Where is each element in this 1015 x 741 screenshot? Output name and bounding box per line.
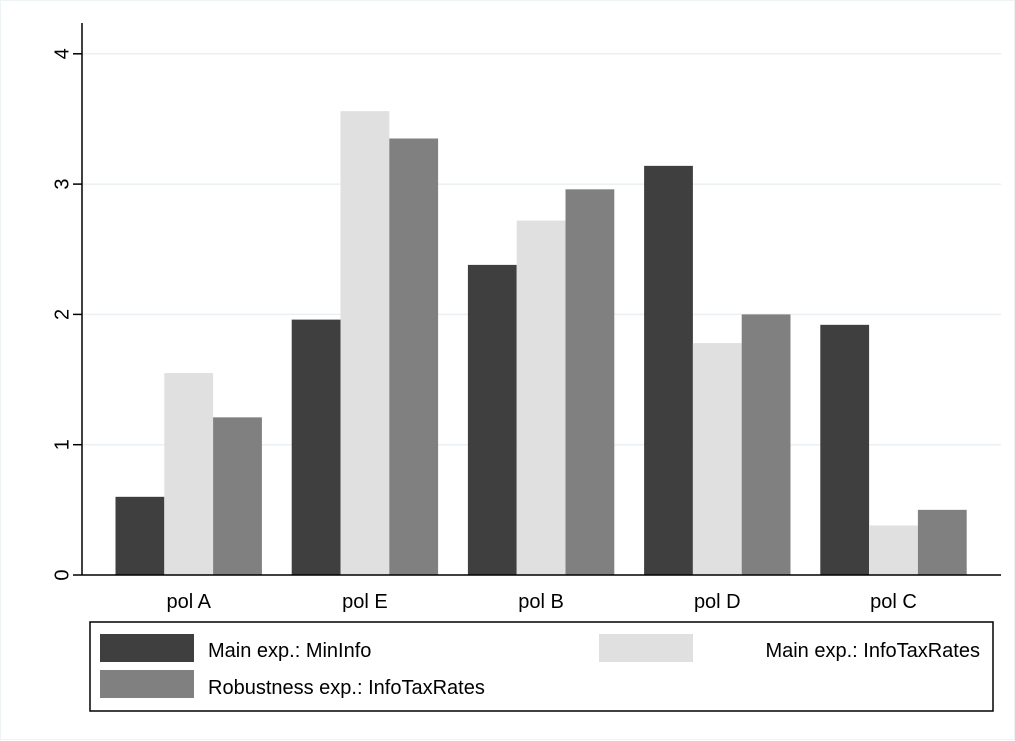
bar-pol-b-series-1 [467, 264, 517, 575]
bar-pol-e-series-3 [389, 138, 439, 575]
axes [73, 23, 1001, 576]
bar-pol-b-series-3 [565, 189, 615, 575]
bar-pol-e-series-1 [291, 319, 341, 575]
y-tick-label: 1 [51, 439, 73, 450]
x-tick-labels: pol A pol E pol B pol D pol C [166, 591, 916, 613]
bar-pol-d-series-1 [644, 165, 693, 575]
bar-pol-a-series-1 [115, 496, 165, 575]
bar-pol-c-series-1 [820, 324, 870, 575]
x-tick-label: pol B [518, 591, 564, 613]
bar-pol-a-series-3 [213, 417, 262, 575]
legend-box [89, 621, 994, 712]
legend-label: Main exp.: MinInfo [208, 640, 371, 662]
y-tick-label: 2 [51, 309, 73, 320]
legend-label: Robustness exp.: InfoTaxRates [208, 677, 485, 699]
y-tick-label: 3 [51, 179, 73, 190]
bars [115, 111, 967, 576]
legend: Main exp.: MinInfo Main exp.: InfoTaxRate… [89, 621, 994, 712]
x-tick-label: pol D [694, 591, 741, 613]
legend-label: Main exp.: InfoTaxRates [765, 640, 980, 662]
x-tick-label: pol A [166, 591, 211, 613]
bar-pol-c-series-3 [917, 509, 967, 575]
bar-pol-c-series-2 [869, 525, 918, 575]
legend-swatch [100, 634, 194, 662]
bar-pol-b-series-2 [516, 220, 566, 576]
y-tick-label: 0 [51, 569, 73, 580]
bar-pol-a-series-2 [164, 373, 214, 575]
y-tick-labels: 0 1 2 3 4 [51, 48, 73, 580]
x-tick-label: pol C [870, 591, 917, 613]
bar-pol-d-series-3 [741, 314, 791, 575]
bar-pol-d-series-2 [692, 343, 742, 575]
legend-swatch [100, 670, 194, 698]
x-tick-label: pol E [342, 591, 388, 613]
bar-pol-e-series-2 [340, 111, 390, 576]
y-tick-label: 4 [51, 48, 73, 59]
legend-swatch [599, 634, 693, 662]
